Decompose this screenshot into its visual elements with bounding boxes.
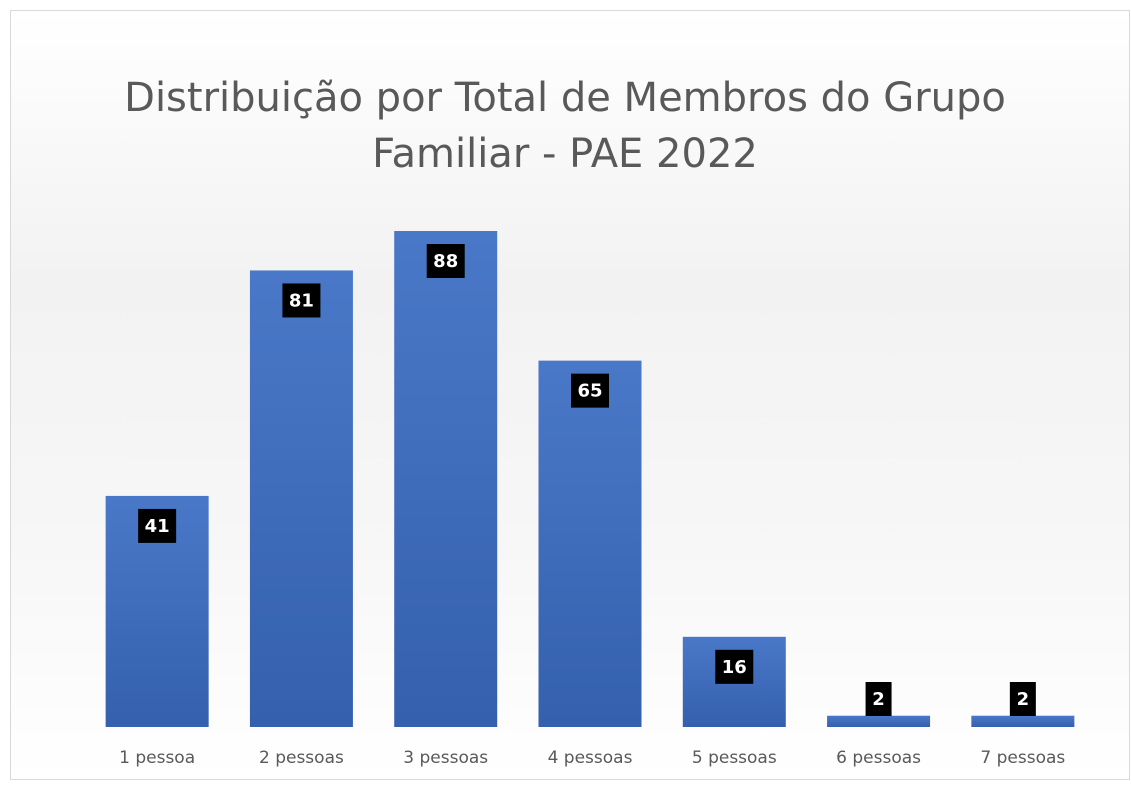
data-label: 65 (577, 381, 602, 402)
data-label-box (1009, 682, 1036, 716)
x-tick-label: 6 pessoas (836, 748, 921, 768)
chart-title: Distribuição por Total de Membros do Gru… (124, 75, 1006, 177)
data-label-box (426, 244, 465, 278)
x-tick-label: 4 pessoas (548, 748, 633, 768)
x-tick-label: 3 pessoas (403, 748, 488, 768)
data-label-box (715, 649, 754, 684)
data-label: 88 (433, 251, 458, 272)
data-label-box (865, 682, 892, 716)
bar (538, 360, 642, 727)
bar (249, 270, 353, 727)
bar (827, 715, 931, 727)
data-label: 2 (872, 689, 885, 710)
x-tick-label: 1 pessoa (119, 748, 195, 768)
data-label-box (571, 373, 609, 408)
data-label-box (282, 283, 321, 318)
x-tick-label: 5 pessoas (692, 748, 777, 768)
bar (971, 715, 1075, 727)
data-label-box (138, 508, 177, 543)
data-label: 16 (722, 657, 747, 678)
data-label: 81 (289, 290, 314, 311)
x-tick-label: 2 pessoas (259, 748, 344, 768)
x-tick-label: 7 pessoas (980, 748, 1065, 768)
data-label: 41 (145, 516, 170, 537)
data-label: 2 (1017, 689, 1030, 710)
bar (394, 231, 498, 727)
